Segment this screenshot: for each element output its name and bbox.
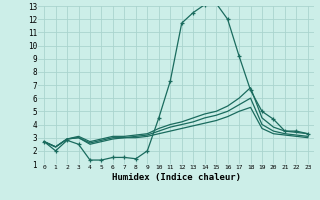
- X-axis label: Humidex (Indice chaleur): Humidex (Indice chaleur): [111, 173, 241, 182]
